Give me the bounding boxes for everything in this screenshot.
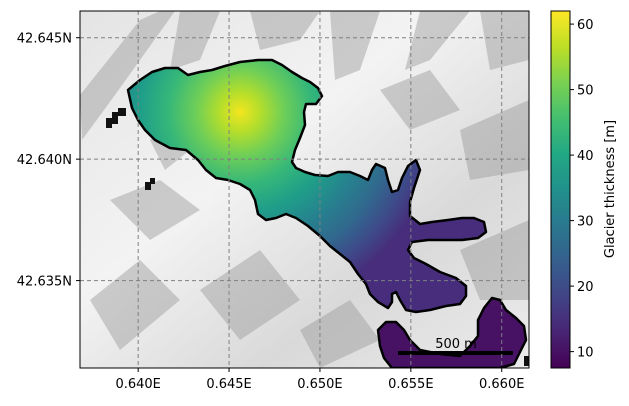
gridlines: [80, 11, 529, 368]
x-tick-label: 0.655E: [388, 377, 433, 392]
glacier-outline: [126, 58, 488, 314]
plot-area: 500 m: [80, 11, 529, 368]
x-tick-label: 0.660E: [479, 377, 524, 392]
colorbar-tick-label: 40: [577, 149, 594, 164]
plot-frame: [79, 10, 530, 369]
y-tick-label: 42.635N: [17, 275, 72, 290]
colorbar: 10 20 30 40 50 60 Glacier thickness [m]: [550, 10, 618, 369]
colorbar-ticks: 10 20 30 40 50 60: [570, 18, 594, 361]
colorbar-tick-label: 20: [577, 280, 594, 295]
southern-glacier-lobe: [376, 296, 528, 368]
y-axis: 42.645N 42.640N 42.635N: [17, 32, 80, 290]
x-axis: 0.640E 0.645E 0.650E 0.655E 0.660E: [115, 368, 524, 392]
colorbar-tick-label: 60: [577, 18, 594, 33]
x-tick-label: 0.650E: [297, 377, 342, 392]
colorbar-tick-label: 30: [577, 215, 594, 230]
dark-terrain-patches: [106, 108, 529, 366]
colorbar-tick-label: 10: [577, 346, 594, 361]
colorbar-label: Glacier thickness [m]: [603, 120, 618, 258]
y-tick-label: 42.640N: [17, 153, 72, 168]
scale-bar-label: 500 m: [435, 337, 477, 352]
x-tick-label: 0.645E: [206, 377, 251, 392]
colorbar-gradient: [550, 10, 571, 369]
scale-bar: 500 m: [398, 337, 513, 355]
x-tick-label: 0.640E: [115, 377, 160, 392]
colorbar-tick-label: 50: [577, 84, 594, 99]
y-tick-label: 42.645N: [17, 32, 72, 47]
